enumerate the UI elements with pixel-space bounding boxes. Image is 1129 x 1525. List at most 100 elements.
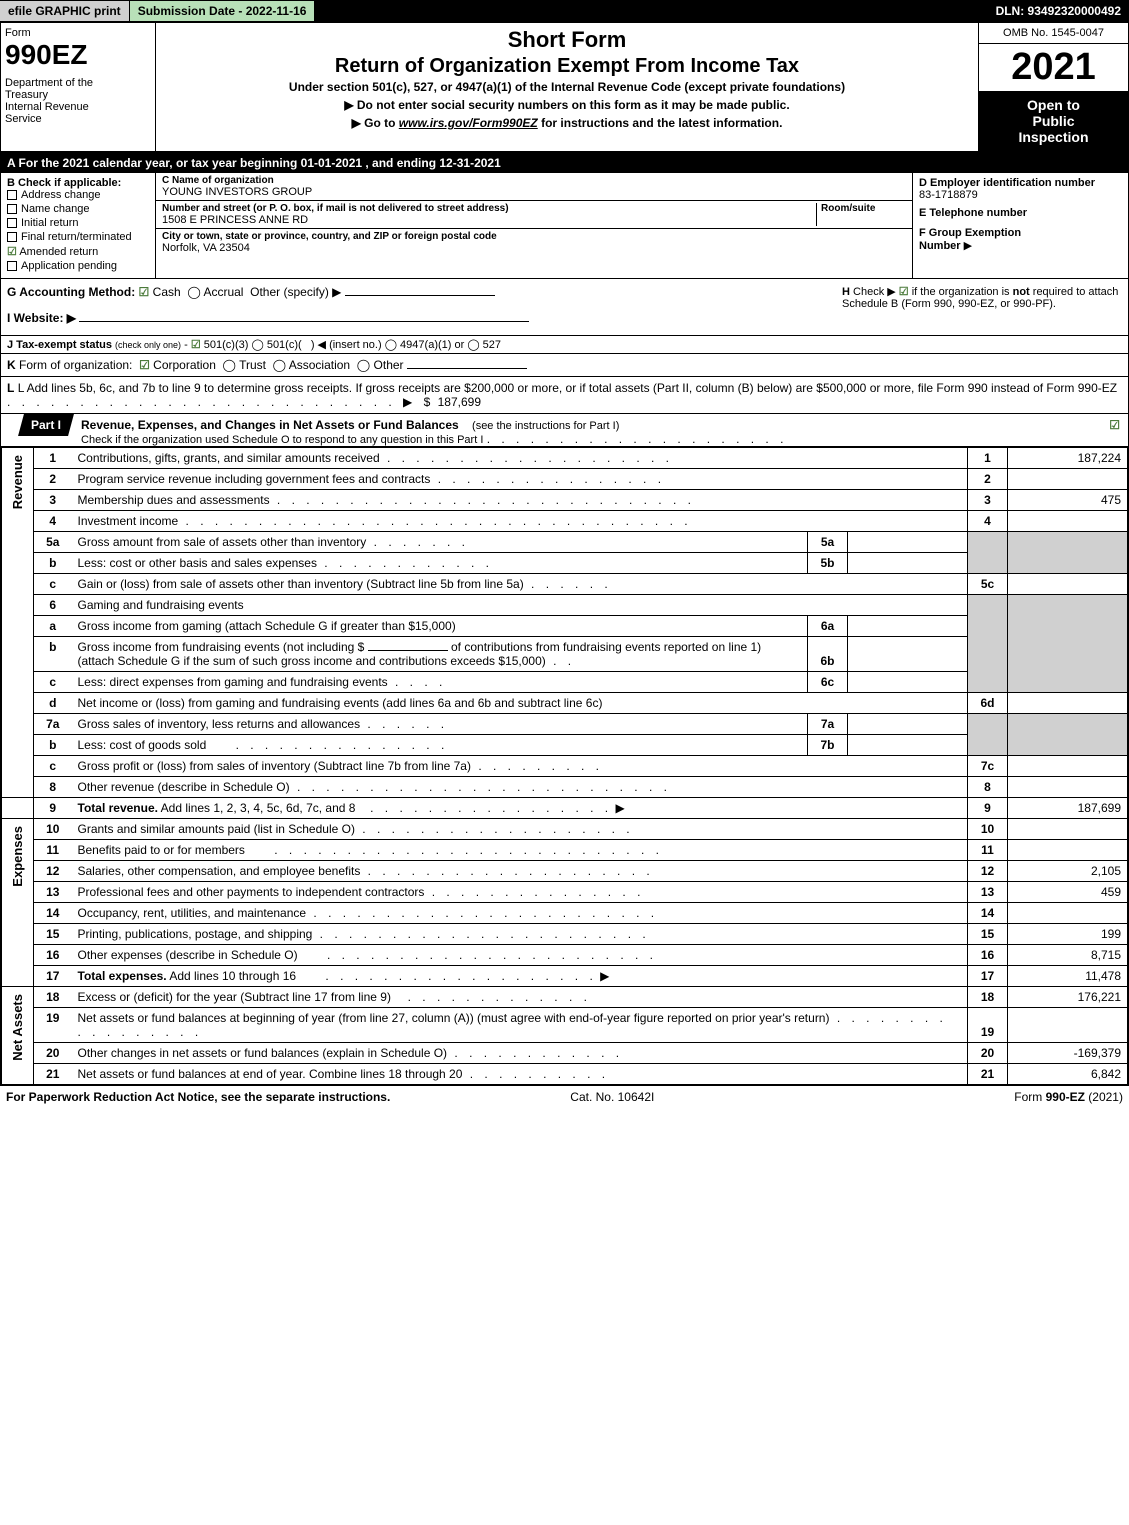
netassets-vlabel: Net Assets bbox=[2, 987, 34, 1085]
l18-ref: 18 bbox=[968, 987, 1008, 1008]
org-info-grid: B Check if applicable: Address change Na… bbox=[1, 173, 1128, 279]
form-container: Form 990EZ Department of theTreasuryInte… bbox=[0, 22, 1129, 1086]
section-d-e-f: D Employer identification number 83-1718… bbox=[913, 173, 1128, 278]
l9-ref: 9 bbox=[968, 798, 1008, 819]
check-application-pending[interactable]: Application pending bbox=[7, 260, 149, 272]
l19-desc: Net assets or fund balances at beginning… bbox=[72, 1008, 968, 1043]
l-dots: . . . . . . . . . . . . . . . . . . . . … bbox=[7, 395, 434, 409]
check-final-return[interactable]: Final return/terminated bbox=[7, 231, 149, 243]
part1-header: Part I Revenue, Expenses, and Changes in… bbox=[1, 414, 1128, 447]
city-label: City or town, state or province, country… bbox=[162, 231, 906, 242]
l11-ref: 11 bbox=[968, 840, 1008, 861]
l11-num: 11 bbox=[34, 840, 72, 861]
b-check-label: Check if applicable: bbox=[18, 177, 121, 189]
l6a-sub: 6a bbox=[808, 616, 848, 637]
l1-num: 1 bbox=[34, 448, 72, 469]
check-name-change[interactable]: Name change bbox=[7, 203, 149, 215]
l3-amt: 475 bbox=[1008, 490, 1128, 511]
l7-shaded bbox=[968, 714, 1008, 756]
part1-check[interactable]: ☑ bbox=[1109, 418, 1128, 432]
dln: DLN: 93492320000492 bbox=[988, 1, 1129, 21]
l7a-sub: 7a bbox=[808, 714, 848, 735]
l7c-desc: Gross profit or (loss) from sales of inv… bbox=[72, 756, 968, 777]
l7c-num: c bbox=[34, 756, 72, 777]
l6a-val bbox=[848, 616, 968, 637]
k-other-blank[interactable] bbox=[407, 368, 527, 369]
l6-num: 6 bbox=[34, 595, 72, 616]
goto-post: for instructions and the latest informat… bbox=[538, 116, 783, 130]
l18-amt: 176,221 bbox=[1008, 987, 1128, 1008]
l9-num: 9 bbox=[34, 798, 72, 819]
l15-amt: 199 bbox=[1008, 924, 1128, 945]
l6b-sub: 6b bbox=[808, 637, 848, 672]
l9-desc: Total revenue. Add lines 1, 2, 3, 4, 5c,… bbox=[72, 798, 968, 819]
l17-desc: Total expenses. Add lines 10 through 16 … bbox=[72, 966, 968, 987]
rev-spacer bbox=[2, 798, 34, 819]
tax-year: 2021 bbox=[979, 44, 1128, 91]
l8-desc: Other revenue (describe in Schedule O) .… bbox=[72, 777, 968, 798]
part1-checkline: Check if the organization used Schedule … bbox=[81, 434, 483, 446]
h-check-text: Check ▶ bbox=[853, 286, 896, 298]
form-word: Form bbox=[5, 27, 151, 39]
l13-desc: Professional fees and other payments to … bbox=[72, 882, 968, 903]
l7a-num: 7a bbox=[34, 714, 72, 735]
l10-ref: 10 bbox=[968, 819, 1008, 840]
street-value: 1508 E PRINCESS ANNE RD bbox=[162, 214, 816, 226]
name-label: C Name of organization bbox=[162, 175, 906, 186]
website-blank[interactable] bbox=[79, 321, 529, 322]
omb-number: OMB No. 1545-0047 bbox=[979, 23, 1128, 44]
l5-shaded bbox=[968, 532, 1008, 574]
l20-ref: 20 bbox=[968, 1043, 1008, 1064]
street-label: Number and street (or P. O. box, if mail… bbox=[162, 203, 816, 214]
check-initial-return[interactable]: Initial return bbox=[7, 217, 149, 229]
check-amended-return[interactable]: ☑ Amended return bbox=[7, 245, 149, 258]
l4-ref: 4 bbox=[968, 511, 1008, 532]
l6d-amt bbox=[1008, 693, 1128, 714]
part1-title: Revenue, Expenses, and Changes in Net As… bbox=[81, 418, 1109, 446]
l6a-desc: Gross income from gaming (attach Schedul… bbox=[72, 616, 808, 637]
goto-pre: ▶ Go to bbox=[352, 116, 399, 130]
line-j: J Tax-exempt status (check only one) - ☑… bbox=[1, 336, 1128, 354]
footer-catno: Cat. No. 10642I bbox=[570, 1090, 654, 1104]
l20-num: 20 bbox=[34, 1043, 72, 1064]
l2-amt bbox=[1008, 469, 1128, 490]
l12-num: 12 bbox=[34, 861, 72, 882]
l14-amt bbox=[1008, 903, 1128, 924]
website-label: I Website: ▶ bbox=[7, 311, 76, 325]
l-text: L Add lines 5b, 6c, and 7b to line 9 to … bbox=[18, 381, 1117, 395]
l21-ref: 21 bbox=[968, 1064, 1008, 1085]
l4-amt bbox=[1008, 511, 1128, 532]
page-footer: For Paperwork Reduction Act Notice, see … bbox=[0, 1086, 1129, 1108]
room-label: Room/suite bbox=[821, 203, 906, 214]
l3-num: 3 bbox=[34, 490, 72, 511]
l16-desc: Other expenses (describe in Schedule O) … bbox=[72, 945, 968, 966]
check-address-change[interactable]: Address change bbox=[7, 189, 149, 201]
l15-desc: Printing, publications, postage, and shi… bbox=[72, 924, 968, 945]
irs-link[interactable]: www.irs.gov/Form990EZ bbox=[399, 116, 538, 130]
l18-num: 18 bbox=[34, 987, 72, 1008]
year-col: OMB No. 1545-0047 2021 Open to Public In… bbox=[978, 23, 1128, 151]
h-label: H bbox=[842, 286, 850, 298]
top-bar: efile GRAPHIC print Submission Date - 20… bbox=[0, 0, 1129, 22]
ein-label: D Employer identification number bbox=[919, 177, 1122, 189]
open-line3: Inspection bbox=[983, 129, 1124, 145]
l12-amt: 2,105 bbox=[1008, 861, 1128, 882]
org-name: YOUNG INVESTORS GROUP bbox=[162, 186, 906, 198]
l12-desc: Salaries, other compensation, and employ… bbox=[72, 861, 968, 882]
l9-amt: 187,699 bbox=[1008, 798, 1128, 819]
part1-table: Revenue 1 Contributions, gifts, grants, … bbox=[1, 447, 1128, 1085]
line-l: L L Add lines 5b, 6c, and 7b to line 9 t… bbox=[1, 377, 1128, 414]
cash-check-icon: ☑ bbox=[139, 285, 150, 299]
l20-desc: Other changes in net assets or fund bala… bbox=[72, 1043, 968, 1064]
l3-desc: Membership dues and assessments . . . . … bbox=[72, 490, 968, 511]
accounting-method: G Accounting Method: ☑ Cash ◯ Accrual Ot… bbox=[7, 285, 842, 329]
l11-amt bbox=[1008, 840, 1128, 861]
l2-ref: 2 bbox=[968, 469, 1008, 490]
l5b-desc: Less: cost or other basis and sales expe… bbox=[72, 553, 808, 574]
l7a-desc: Gross sales of inventory, less returns a… bbox=[72, 714, 808, 735]
l7a-val bbox=[848, 714, 968, 735]
other-blank[interactable] bbox=[345, 295, 495, 296]
l12-ref: 12 bbox=[968, 861, 1008, 882]
b-heading: B bbox=[7, 177, 15, 189]
l15-ref: 15 bbox=[968, 924, 1008, 945]
